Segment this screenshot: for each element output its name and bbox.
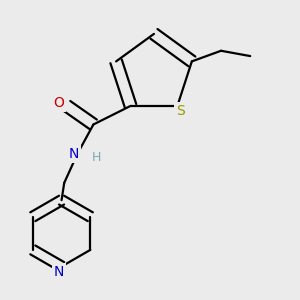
Text: H: H <box>92 151 101 164</box>
Text: N: N <box>54 265 64 279</box>
Text: S: S <box>176 104 184 118</box>
Text: N: N <box>68 147 79 161</box>
Text: O: O <box>53 96 64 110</box>
